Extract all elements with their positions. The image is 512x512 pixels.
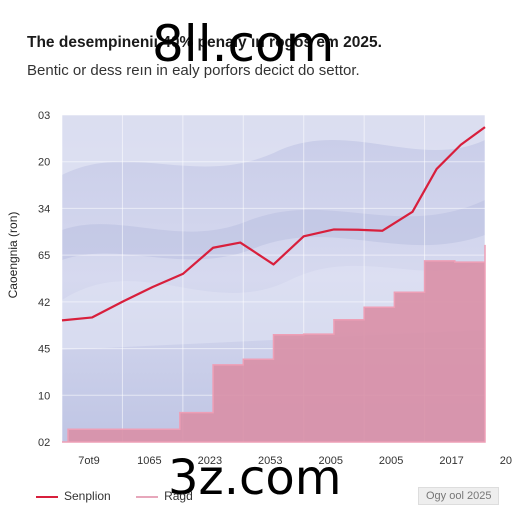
x-tick-label: 2017	[439, 455, 463, 467]
x-tick-label: 2023	[198, 455, 222, 467]
chart-title: The desempineniı 40% penaly ın rogos em …	[27, 34, 382, 51]
y-tick-label: 20	[38, 157, 50, 169]
line-series-senplion	[61, 126, 486, 322]
y-tick-label: 34	[38, 203, 50, 215]
background-wave	[62, 200, 485, 260]
y-tick-label: 65	[38, 250, 50, 262]
x-tick-label: 2015	[500, 455, 512, 467]
chart-subtitle: Bentic or dess reın in ealy porfors deci…	[27, 62, 360, 79]
background-wave	[62, 115, 485, 175]
x-tick-label: 2005	[318, 455, 342, 467]
legend-label-line: Senplion	[64, 489, 111, 503]
y-tick-label: 03	[38, 110, 50, 122]
legend-swatch-line	[36, 495, 58, 498]
x-tick-label: 1065	[137, 455, 161, 467]
area-series-ragd	[62, 244, 486, 443]
y-tick-label: 10	[38, 390, 50, 402]
y-axis-label: Caoengnia (ron)	[6, 212, 20, 299]
x-tick-label: 2005	[379, 455, 403, 467]
y-tick-label: 42	[38, 297, 50, 309]
x-tick-label: 7ot9	[78, 455, 99, 467]
legend-item-line: Senplion	[36, 489, 111, 503]
y-tick-label: 02	[38, 437, 50, 449]
legend-item-area: Ragd	[136, 489, 193, 503]
legend-swatch-area	[136, 495, 159, 498]
credit-badge: Ogy ool 2025	[418, 487, 500, 505]
x-tick-label: 2053	[258, 455, 282, 467]
y-tick-label: 45	[38, 344, 50, 356]
legend: Senplion Ragd	[36, 489, 215, 503]
legend-label-area: Ragd	[164, 489, 193, 503]
